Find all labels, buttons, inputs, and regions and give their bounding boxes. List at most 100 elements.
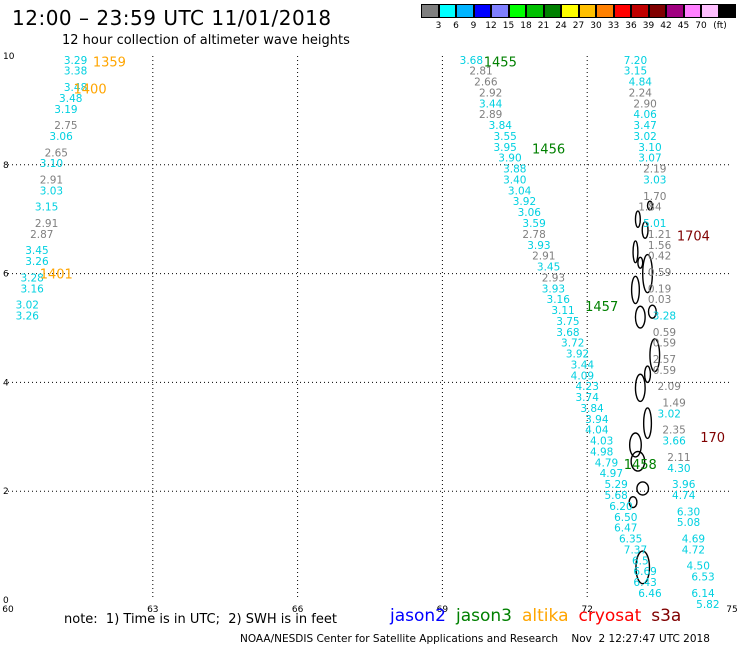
- wave-height-value: 2.75: [54, 120, 77, 132]
- wave-height-value: 3.06: [518, 207, 542, 219]
- wave-height-labels: 3.293.383.483.483.192.753.062.653.102.91…: [16, 55, 725, 611]
- satellite-name-s3a: s3a: [651, 606, 682, 626]
- legend-label: 15: [502, 21, 515, 31]
- wave-height-value: 6.50: [614, 512, 637, 524]
- pass-time-label: 1400: [74, 83, 107, 98]
- wave-height-value: 4.09: [571, 370, 594, 382]
- legend-swatch: [543, 4, 561, 18]
- wave-height-value: 2.11: [667, 452, 690, 464]
- wave-height-value: 6.35: [619, 534, 642, 546]
- wave-height-value: 5.08: [677, 517, 700, 529]
- satellite-name-altika: altika: [522, 606, 569, 626]
- y-tick-label: 0: [3, 596, 9, 606]
- wave-height-value: 2.57: [653, 354, 676, 366]
- wave-height-value: 6.53: [691, 572, 714, 584]
- wave-height-value: 3.16: [547, 294, 571, 306]
- footer-credit: NOAA/NESDIS Center for Satellite Applica…: [240, 633, 710, 645]
- legend-swatch: [613, 4, 631, 18]
- wave-height-value: 3.92: [513, 196, 536, 208]
- wave-height-value: 3.68: [556, 327, 579, 339]
- legend-swatch: [491, 4, 509, 18]
- pass-time-label: 1457: [585, 300, 618, 315]
- wave-height-value: 1.84: [638, 202, 662, 214]
- legend-label: 30: [590, 21, 602, 31]
- legend-swatch: [683, 4, 701, 18]
- wave-height-value: 3.19: [54, 104, 77, 116]
- wave-height-value: 4.23: [576, 381, 599, 393]
- wave-height-value: 4.74: [672, 490, 696, 502]
- wave-height-value: 2.91: [532, 251, 555, 263]
- wave-height-value: 3.44: [571, 359, 595, 371]
- wave-height-value: 4.06: [633, 109, 657, 121]
- wave-height-value: 3.29: [64, 55, 87, 67]
- legend-swatch: [701, 4, 719, 18]
- lat-lon-grid: [8, 56, 732, 600]
- satellite-name-jason2: jason2: [390, 606, 446, 626]
- wave-height-value: 0.59: [653, 365, 676, 377]
- wave-height-value: 0.42: [648, 251, 671, 263]
- wave-height-value: 2.35: [662, 425, 685, 437]
- wave-height-value: 3.15: [35, 202, 58, 214]
- atoll-outline: [630, 275, 641, 305]
- x-tick-label: 69: [437, 605, 449, 615]
- wave-height-value: 3.11: [551, 305, 574, 317]
- atoll-outline: [632, 240, 639, 264]
- wave-height-value: 3.74: [576, 392, 600, 404]
- legend-swatch: [456, 4, 474, 18]
- x-tick-label: 63: [147, 605, 158, 615]
- pass-time-label: 1704: [677, 230, 710, 245]
- legend-label: (ft): [713, 21, 727, 31]
- atoll-outline: [635, 550, 651, 585]
- atoll-outline: [634, 210, 641, 229]
- legend-label: 27: [572, 21, 585, 31]
- pass-time-label: 170: [700, 431, 725, 446]
- wave-height-value: 3.10: [40, 158, 63, 170]
- wave-height-value: 2.91: [35, 218, 58, 230]
- legend-swatch: [508, 4, 526, 18]
- wave-height-value: 1.49: [662, 398, 685, 410]
- wave-height-value: 3.38: [64, 66, 87, 78]
- wave-height-value: 6.46: [638, 588, 662, 600]
- wave-height-value: 5.82: [696, 599, 719, 611]
- wave-height-value: 3.48: [64, 82, 87, 94]
- atoll-outline: [647, 304, 657, 319]
- legend-swatch: [578, 4, 596, 18]
- pass-time-label: 1458: [624, 458, 657, 473]
- axis-ticks: 60 63 66 69 72 75 10 8 6 4 2 0: [2, 52, 737, 615]
- wave-height-value: 3.66: [662, 436, 686, 448]
- wave-height-value: 3.45: [537, 262, 560, 274]
- wave-height-value: 4.03: [590, 436, 613, 448]
- legend-swatch: [561, 4, 579, 18]
- wave-height-value: 3.72: [561, 338, 584, 350]
- wave-height-value: 4.30: [667, 463, 690, 475]
- wave-height-value: 4.69: [682, 534, 705, 546]
- wave-height-value: 2.93: [542, 272, 565, 284]
- pass-time-label: 1456: [532, 142, 565, 157]
- pass-time-label: 1359: [93, 55, 126, 70]
- legend-swatch: [421, 4, 439, 18]
- wave-height-value: 3.96: [672, 479, 696, 491]
- atoll-outline: [642, 407, 653, 440]
- wave-height-value: 2.90: [633, 98, 656, 110]
- wave-height-value: 3.04: [508, 185, 532, 197]
- legend-swatch: [438, 4, 456, 18]
- wave-height-value: 3.07: [638, 153, 661, 165]
- wave-height-value: 3.68: [460, 55, 483, 67]
- wave-height-value: 4.79: [595, 457, 618, 469]
- wave-height-value: 2.65: [45, 147, 68, 159]
- atoll-outline: [634, 373, 646, 403]
- x-tick-label: 72: [581, 605, 592, 615]
- legend-label: 9: [470, 21, 477, 31]
- satellite-name-jason3: jason3: [456, 606, 512, 626]
- map-title: 12:00 – 23:59 UTC 11/01/2018: [12, 6, 332, 30]
- y-tick-label: 4: [3, 378, 9, 388]
- wave-height-value: 3.90: [498, 153, 521, 165]
- wave-height-value: 3.93: [542, 283, 565, 295]
- satellite-name-cryosat: cryosat: [578, 606, 642, 626]
- wave-height-value: 3.88: [503, 164, 526, 176]
- legend-label: 21: [537, 21, 550, 31]
- legend-label: 45: [677, 21, 690, 31]
- wave-height-value: 4.97: [600, 468, 623, 480]
- legend-label: 3: [435, 21, 442, 31]
- wave-height-value: 2.78: [522, 229, 545, 241]
